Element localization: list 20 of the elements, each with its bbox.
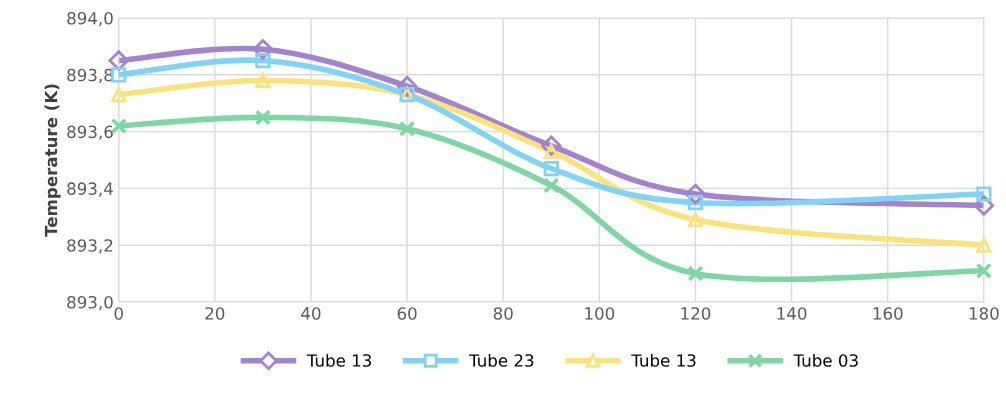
y-tick-label: 893,0 xyxy=(67,295,113,311)
legend-label: Tube 13 xyxy=(631,353,696,367)
x-tick-label: 0 xyxy=(114,307,123,320)
x-tick-label: 100 xyxy=(585,307,615,320)
legend-label: Tube 13 xyxy=(306,353,372,367)
x-tick-label: 120 xyxy=(681,307,711,320)
legend-label: Tube 03 xyxy=(793,353,858,367)
x-tick-label: 20 xyxy=(205,307,225,320)
x-tick-label: 80 xyxy=(493,307,513,320)
legend-label: Tube 23 xyxy=(469,353,534,367)
y-tick-label: 893,4 xyxy=(67,182,113,197)
y-tick-label: 893,6 xyxy=(67,125,113,140)
y-tick-label: 894,0 xyxy=(67,11,113,27)
x-tick-label: 40 xyxy=(301,307,321,320)
x-tick-label: 160 xyxy=(873,307,903,320)
x-tick-label: 140 xyxy=(777,307,807,320)
y-tick-label: 893,2 xyxy=(67,239,113,254)
x-tick-label: 180 xyxy=(969,307,999,320)
x-tick-label: 60 xyxy=(397,307,417,320)
y-axis-title: Temperature (K) xyxy=(44,84,61,237)
